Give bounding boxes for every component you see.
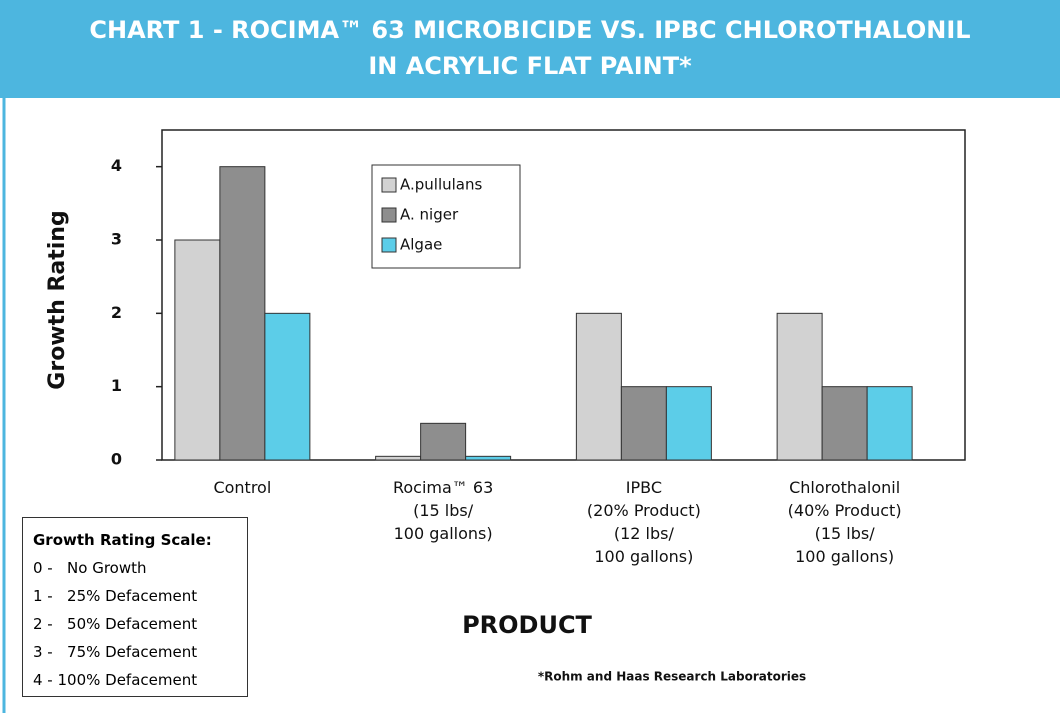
chart-title: CHART 1 - ROCIMA™ 63 MICROBICIDE VS. IPB…: [0, 0, 1060, 98]
scale-box: Growth Rating Scale: 0 - No Growth 1 - 25…: [22, 517, 248, 697]
scale-item: 0 - No Growth: [33, 559, 147, 577]
bar: [420, 422, 467, 461]
y-tick-label: 3: [111, 230, 122, 249]
y-tick-label: 2: [111, 303, 122, 322]
bar: [821, 386, 868, 461]
x-tick-label: IPBC (20% Product) (12 lbs/ 100 gallons): [586, 478, 701, 566]
legend-label: Algae: [400, 236, 442, 254]
scale-title: Growth Rating Scale:: [33, 531, 212, 549]
legend-label: A. niger: [400, 206, 459, 224]
footnote: *Rohm and Haas Research Laboratories: [538, 670, 806, 684]
x-tick-label: Rocima™ 63 (15 lbs/ 100 gallons): [392, 478, 494, 543]
scale-items: 0 - No Growth 1 - 25% Defacement 2 - 50% D…: [33, 554, 237, 694]
bar: [620, 386, 667, 461]
y-tick-label: 1: [111, 376, 122, 395]
legend-swatch: [381, 177, 397, 193]
bar: [219, 166, 266, 461]
scale-item: 3 - 75% Defacement: [33, 643, 198, 661]
y-axis-label: Growth Rating: [45, 210, 70, 389]
y-tick-label: 0: [111, 450, 122, 469]
plot-area: [161, 129, 966, 461]
bar: [866, 386, 913, 461]
bar: [465, 455, 512, 461]
legend: [371, 164, 521, 269]
bar: [776, 312, 823, 461]
bar: [575, 312, 622, 461]
x-tick-label: Chlorothalonil (40% Product) (15 lbs/ 10…: [787, 478, 902, 566]
legend-swatch: [381, 207, 397, 223]
bar: [174, 239, 221, 461]
bar: [264, 312, 311, 461]
y-tick-label: 4: [111, 156, 122, 175]
scale-item: 1 - 25% Defacement: [33, 587, 198, 605]
scale-item: 4 - 100% Defacement: [33, 671, 198, 689]
bar: [375, 455, 422, 461]
bar: [665, 386, 712, 461]
scale-item: 2 - 50% Defacement: [33, 615, 198, 633]
x-axis-label: PRODUCT: [462, 611, 592, 639]
legend-label: A.pullulans: [400, 176, 483, 194]
x-tick-label: Control: [213, 478, 272, 497]
legend-swatch: [381, 237, 397, 253]
